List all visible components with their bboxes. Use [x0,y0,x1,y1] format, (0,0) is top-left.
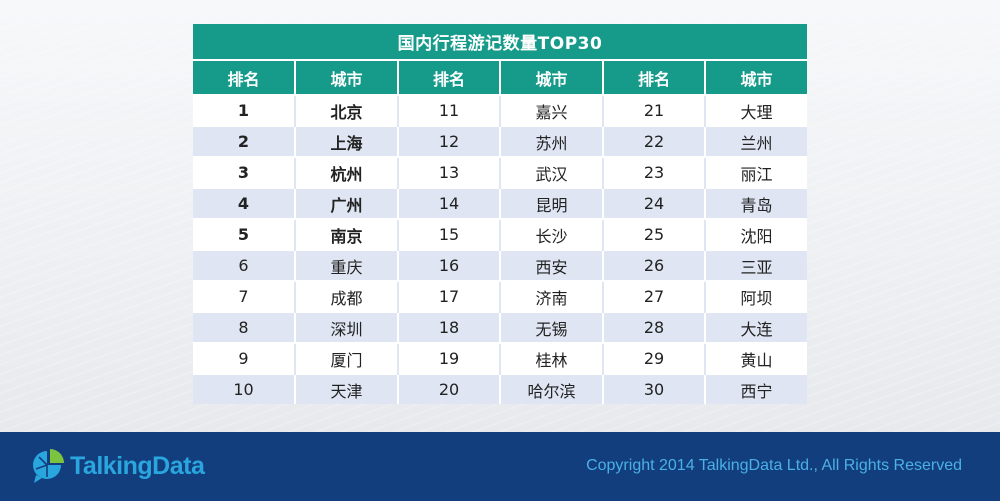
header-city-1: 城市 [294,59,398,95]
rank-cell: 7 [193,280,295,312]
rank-cell: 22 [602,125,705,157]
talkingdata-logo: TalkingData [30,448,205,484]
table-row: 7 成都 17 济南 27 阿坝 [193,280,807,312]
rank-cell: 9 [193,342,295,374]
rank-cell: 25 [602,218,705,250]
footer-bar: TalkingData Copyright 2014 TalkingData L… [0,432,1000,501]
rank-cell: 20 [397,373,500,404]
city-cell: 天津 [294,373,398,404]
table-header-row: 排名 城市 排名 城市 排名 城市 [193,59,807,95]
city-cell: 苏州 [499,125,603,157]
talkingdata-chat-pie-icon [33,449,64,483]
city-cell: 重庆 [294,249,398,281]
table-row: 3 杭州 13 武汉 23 丽江 [193,156,807,188]
city-cell: 兰州 [704,125,807,157]
rank-cell: 12 [397,125,500,157]
city-cell: 大理 [704,94,807,126]
rank-cell: 15 [397,218,500,250]
table-row: 4 广州 14 昆明 24 青岛 [193,187,807,219]
logo-text: TalkingData [70,451,205,480]
table-title: 国内行程游记数量TOP30 [193,24,807,59]
table-body: 1 北京 11 嘉兴 21 大理 2 上海 12 苏州 22 兰州 3 杭州 1… [193,94,807,404]
rank-cell: 5 [193,218,295,250]
rank-cell: 26 [602,249,705,281]
city-cell: 成都 [294,280,398,312]
city-cell: 三亚 [704,249,807,281]
rank-cell: 30 [602,373,705,404]
table-row: 6 重庆 16 西安 26 三亚 [193,249,807,281]
rank-cell: 6 [193,249,295,281]
header-rank-3: 排名 [602,59,705,95]
city-cell: 西宁 [704,373,807,404]
city-cell: 西安 [499,249,603,281]
city-cell: 厦门 [294,342,398,374]
city-cell: 无锡 [499,311,603,343]
rank-cell: 23 [602,156,705,188]
ranking-table: 排名 城市 排名 城市 排名 城市 1 北京 11 嘉兴 21 大理 2 上海 … [193,59,807,404]
rank-cell: 18 [397,311,500,343]
rank-cell: 28 [602,311,705,343]
rank-cell: 16 [397,249,500,281]
city-cell: 黄山 [704,342,807,374]
city-cell: 哈尔滨 [499,373,603,404]
header-rank-2: 排名 [397,59,500,95]
rank-cell: 3 [193,156,295,188]
table-row: 1 北京 11 嘉兴 21 大理 [193,94,807,126]
copyright-text: Copyright 2014 TalkingData Ltd., All Rig… [586,457,962,474]
rank-cell: 19 [397,342,500,374]
city-cell: 阿坝 [704,280,807,312]
rank-cell: 13 [397,156,500,188]
table-row: 10 天津 20 哈尔滨 30 西宁 [193,373,807,404]
rank-cell: 8 [193,311,295,343]
city-cell: 青岛 [704,187,807,219]
city-cell: 广州 [294,187,398,219]
city-cell: 长沙 [499,218,603,250]
city-cell: 桂林 [499,342,603,374]
rank-cell: 14 [397,187,500,219]
city-cell: 昆明 [499,187,603,219]
city-cell: 沈阳 [704,218,807,250]
rank-cell: 27 [602,280,705,312]
city-cell: 嘉兴 [499,94,603,126]
ranking-table-container: 国内行程游记数量TOP30 排名 城市 排名 城市 排名 城市 1 北京 11 … [193,24,807,404]
table-row: 9 厦门 19 桂林 29 黄山 [193,342,807,374]
header-rank-1: 排名 [193,59,295,95]
rank-cell: 21 [602,94,705,126]
header-city-2: 城市 [499,59,603,95]
city-cell: 武汉 [499,156,603,188]
table-row: 2 上海 12 苏州 22 兰州 [193,125,807,157]
city-cell: 济南 [499,280,603,312]
city-cell: 丽江 [704,156,807,188]
table-row: 8 深圳 18 无锡 28 大连 [193,311,807,343]
city-cell: 北京 [294,94,398,126]
rank-cell: 17 [397,280,500,312]
rank-cell: 1 [193,94,295,126]
city-cell: 深圳 [294,311,398,343]
rank-cell: 4 [193,187,295,219]
city-cell: 杭州 [294,156,398,188]
rank-cell: 10 [193,373,295,404]
header-city-3: 城市 [704,59,807,95]
table-row: 5 南京 15 长沙 25 沈阳 [193,218,807,250]
rank-cell: 2 [193,125,295,157]
city-cell: 南京 [294,218,398,250]
city-cell: 上海 [294,125,398,157]
rank-cell: 11 [397,94,500,126]
rank-cell: 29 [602,342,705,374]
city-cell: 大连 [704,311,807,343]
rank-cell: 24 [602,187,705,219]
